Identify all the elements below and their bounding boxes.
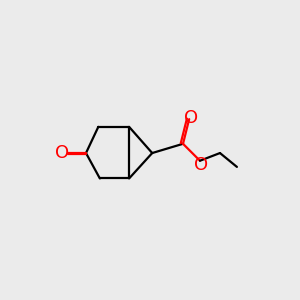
Text: O: O [194,156,208,174]
Text: O: O [55,144,69,162]
Text: O: O [184,110,199,128]
